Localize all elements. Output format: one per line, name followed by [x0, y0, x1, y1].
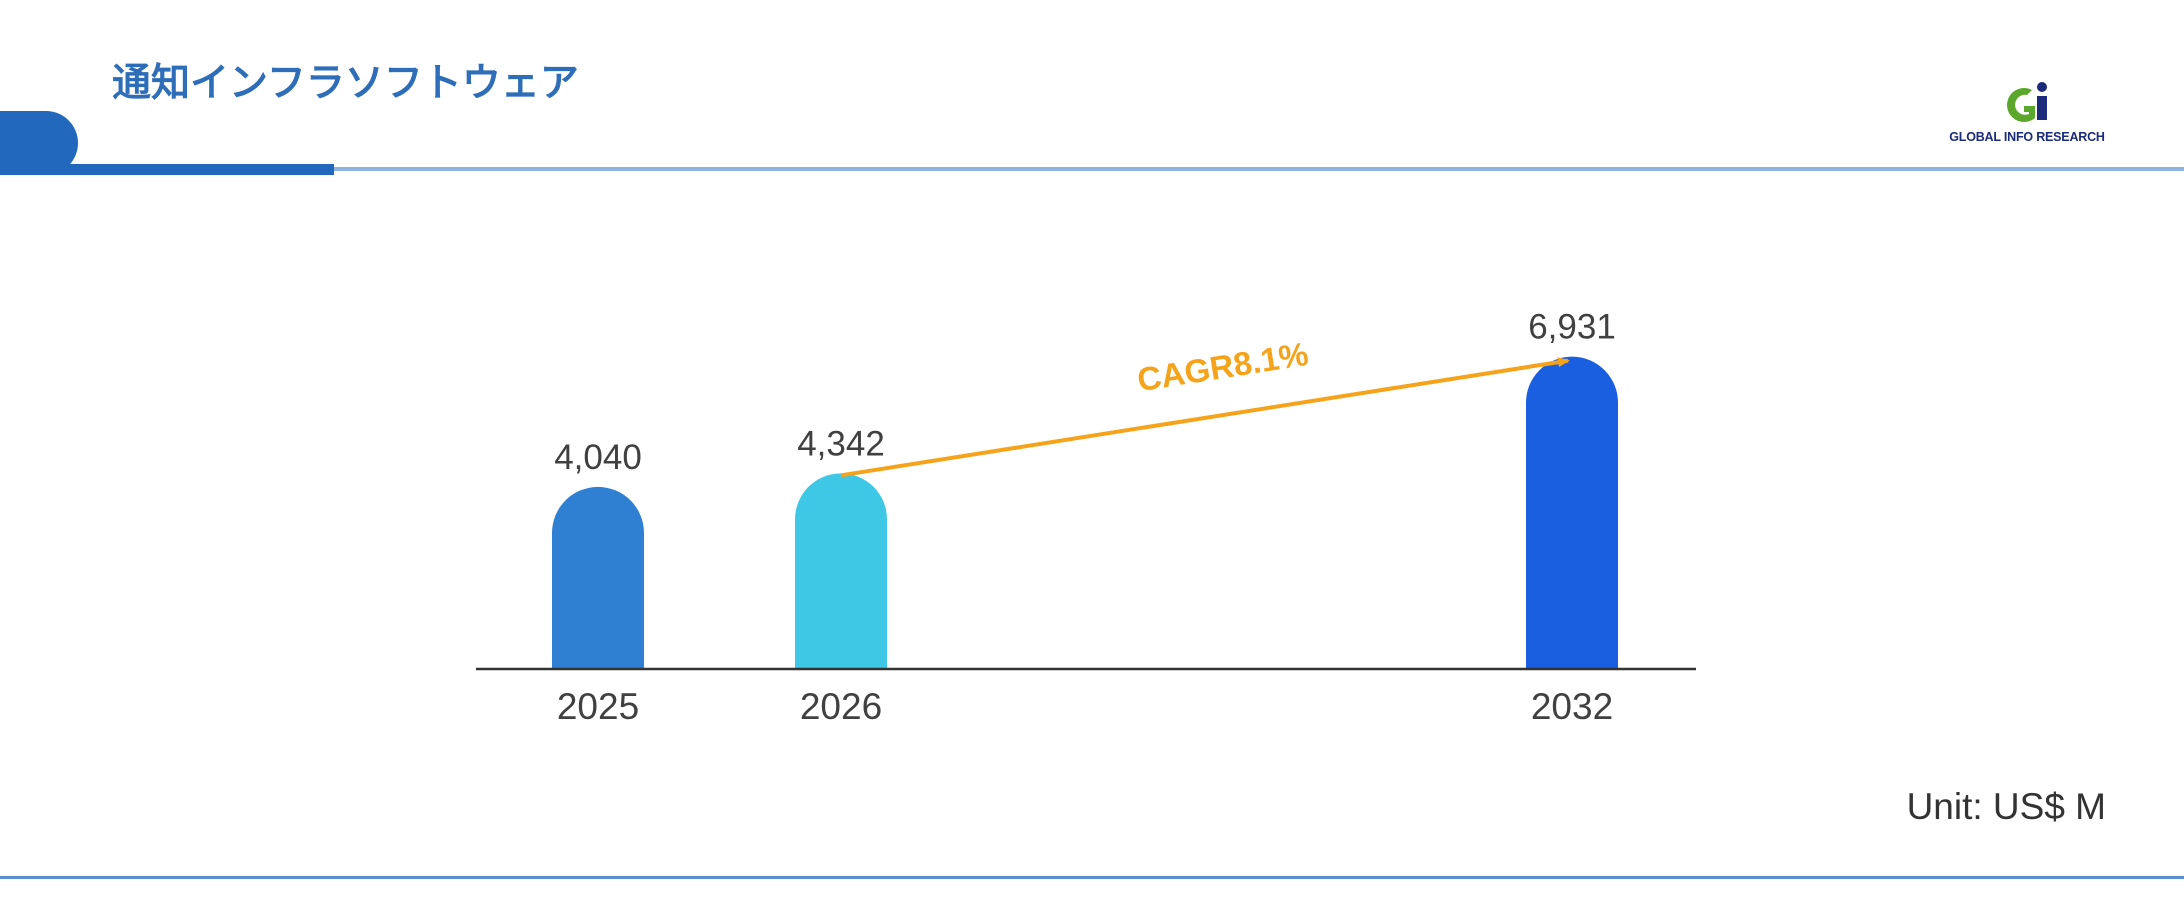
- page-title: 通知インフラソフトウェア: [112, 61, 579, 106]
- value-label-2025: 4,040: [554, 438, 642, 477]
- footer-divider: [0, 876, 2184, 879]
- x-tick-label-2026: 2026: [800, 686, 882, 727]
- header-accent-bar: [0, 164, 334, 175]
- value-label-2026: 4,342: [797, 424, 885, 463]
- cagr-arrow: [840, 357, 1570, 478]
- logo-mark-icon: [2007, 82, 2047, 123]
- company-logo: GLOBAL INFO RESEARCH: [1932, 78, 2122, 148]
- cagr-label: CAGR8.1%: [1135, 335, 1311, 398]
- unit-label: Unit: US$ M: [1906, 786, 2106, 827]
- x-tick-label-2032: 2032: [1531, 686, 1613, 727]
- bar-2025: [552, 486, 644, 669]
- header-divider: [0, 167, 2184, 171]
- value-label-2032: 6,931: [1528, 308, 1616, 347]
- x-tick-label-2025: 2025: [557, 686, 639, 727]
- logo-text: GLOBAL INFO RESEARCH: [1949, 130, 2105, 144]
- bar-2026: [795, 473, 888, 669]
- bar-2032: [1526, 356, 1618, 669]
